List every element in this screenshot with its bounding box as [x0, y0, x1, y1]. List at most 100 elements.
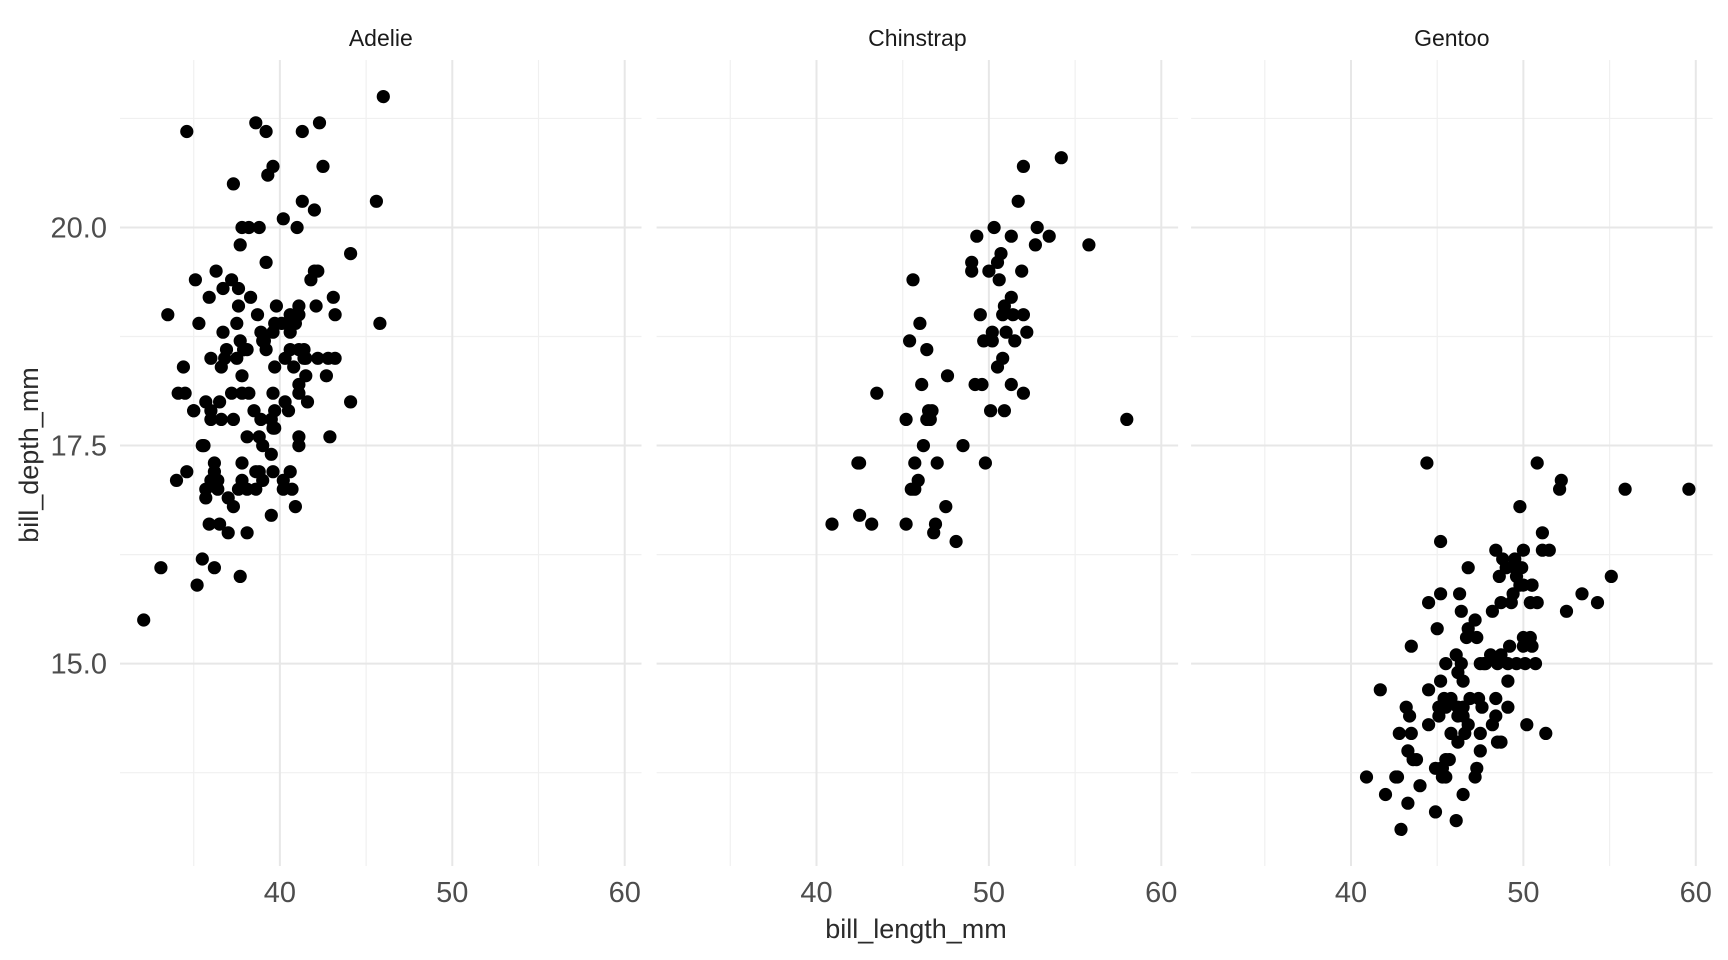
data-point: [1422, 718, 1436, 732]
data-point: [259, 255, 273, 269]
data-point: [307, 203, 321, 217]
data-point: [1403, 709, 1417, 723]
data-point: [1473, 744, 1487, 758]
data-point: [268, 421, 282, 435]
facet-title-adelie: Adelie: [349, 25, 413, 51]
data-point: [1468, 770, 1482, 784]
data-point: [1439, 657, 1453, 671]
data-point: [1439, 700, 1453, 714]
data-point: [920, 343, 934, 357]
y-tick-label: 17.5: [51, 431, 107, 463]
data-point: [1434, 534, 1448, 549]
data-point: [1008, 334, 1022, 348]
data-point: [1490, 735, 1505, 749]
data-point: [1401, 796, 1415, 810]
data-point: [903, 334, 917, 348]
data-point: [250, 308, 265, 322]
data-point: [154, 561, 168, 575]
data-point: [1015, 264, 1029, 278]
data-point: [982, 264, 996, 278]
data-point: [987, 220, 1001, 235]
data-point: [1442, 753, 1456, 767]
data-point: [1016, 308, 1030, 322]
data-point: [235, 369, 249, 383]
data-point: [1453, 587, 1467, 601]
data-point: [197, 439, 211, 453]
data-point: [1468, 613, 1482, 627]
data-point: [1492, 569, 1506, 584]
data-point: [1456, 787, 1470, 802]
x-tick-label: 40: [264, 877, 296, 909]
data-point: [266, 465, 280, 479]
data-point: [1461, 561, 1475, 575]
data-point: [290, 220, 304, 235]
data-point: [1485, 604, 1499, 618]
data-point: [1030, 220, 1044, 235]
data-point: [256, 473, 270, 487]
data-point: [996, 351, 1010, 365]
data-point: [1513, 578, 1527, 592]
data-point: [283, 465, 297, 479]
data-point: [300, 395, 315, 409]
data-point: [309, 299, 323, 313]
x-axis-title: bill_length_mm: [825, 914, 1007, 944]
axis-labels: bill_length_mm bill_depth_mm: [14, 367, 1007, 944]
data-point: [266, 159, 280, 173]
data-point: [1528, 657, 1543, 671]
data-point: [1082, 238, 1096, 252]
data-point: [204, 351, 218, 365]
data-point: [1461, 718, 1475, 732]
data-point: [1473, 726, 1487, 741]
data-point: [268, 360, 282, 374]
data-point: [970, 229, 984, 243]
data-point: [295, 194, 309, 208]
data-point: [278, 351, 292, 365]
data-point: [939, 500, 953, 514]
x-tick-label: 60: [1680, 877, 1712, 909]
data-point: [1470, 630, 1484, 645]
data-point: [328, 351, 342, 365]
data-point: [214, 412, 228, 426]
data-point: [930, 456, 944, 470]
data-point: [209, 264, 223, 278]
data-point: [1120, 412, 1134, 426]
data-point: [292, 439, 306, 453]
data-point: [226, 177, 240, 191]
data-point: [1501, 674, 1515, 688]
data-point: [288, 500, 302, 514]
data-point: [344, 247, 358, 261]
data-point: [1494, 596, 1508, 610]
data-point: [235, 386, 249, 400]
data-point: [249, 116, 263, 130]
data-point: [268, 316, 282, 330]
data-point: [1535, 526, 1549, 540]
data-point: [283, 308, 297, 322]
data-point: [999, 325, 1013, 339]
data-point: [1409, 753, 1424, 767]
data-point: [825, 517, 839, 531]
data-point: [1489, 709, 1503, 723]
data-point: [920, 412, 934, 426]
data-point: [247, 404, 261, 418]
data-point: [973, 308, 987, 322]
data-point: [1489, 691, 1503, 706]
data-point: [1401, 744, 1415, 758]
data-point: [1011, 194, 1025, 208]
data-point: [985, 334, 999, 348]
data-point: [295, 124, 309, 139]
data-point: [1554, 473, 1568, 487]
data-point: [231, 299, 246, 313]
data-point: [299, 369, 313, 383]
data-point: [1463, 691, 1477, 706]
data-point: [1394, 822, 1408, 837]
data-point: [1503, 639, 1517, 653]
data-point: [1604, 569, 1618, 584]
data-point: [1473, 657, 1487, 671]
facet-panel-adelie: Adelie 40 50 60: [120, 25, 642, 909]
data-point: [916, 439, 931, 453]
data-point: [949, 534, 963, 549]
data-point: [319, 369, 333, 383]
data-point: [233, 238, 247, 252]
data-point: [1428, 805, 1443, 819]
